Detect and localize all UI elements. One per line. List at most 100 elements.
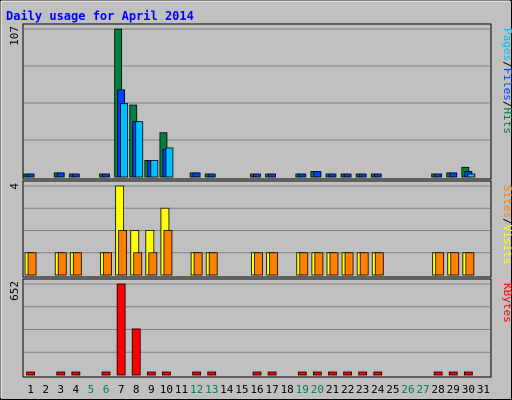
- x-tick-label: 24: [371, 383, 385, 396]
- bar-files-day-3: [56, 172, 65, 178]
- x-tick-label: 8: [133, 383, 140, 396]
- legend-entry: Sites: [501, 185, 512, 218]
- legend-entry: KBytes: [501, 283, 512, 323]
- x-tick-label: 7: [118, 383, 125, 396]
- bar-sites-day-19: [299, 252, 309, 276]
- x-tick-label: 2: [42, 383, 49, 396]
- x-tick-label: 16: [250, 383, 263, 396]
- bar-sites-day-16: [254, 252, 263, 276]
- bar-sites-day-6: [103, 252, 112, 276]
- legend-separator: /: [501, 101, 512, 108]
- bar-sites-day-28: [435, 252, 445, 276]
- bar-sites-day-30: [465, 252, 475, 276]
- bar-kbytes-day-28: [433, 371, 443, 376]
- bar-kbytes-day-22: [343, 371, 352, 376]
- bar-pages-day-7: [120, 103, 129, 178]
- bar-sites-day-21: [329, 252, 339, 276]
- panel-max-label: 652: [8, 281, 21, 301]
- bar-files-day-22: [343, 173, 352, 178]
- bar-sites-day-8: [133, 252, 143, 276]
- bar-sites-day-29: [450, 252, 460, 276]
- legend-separator: /: [501, 218, 512, 225]
- x-tick-label: 20: [311, 383, 324, 396]
- x-tick-label: 1: [27, 383, 34, 396]
- bar-kbytes-day-12: [192, 371, 202, 376]
- x-tick-label: 13: [205, 383, 218, 396]
- bar-sites-day-9: [148, 252, 158, 276]
- panel-border: [22, 278, 492, 378]
- legend-entry: Pages: [501, 28, 512, 61]
- x-tick-label: 10: [160, 383, 173, 396]
- legend-entry: Files: [501, 68, 512, 101]
- bar-files-day-13: [207, 173, 216, 178]
- panel-max-label: 107: [8, 26, 21, 46]
- x-tick-label: 23: [356, 383, 369, 396]
- x-axis-day-labels: 1 2 3 4 5 6 7 8 9 10 11 12 13 14 15 16 17 18 19 20 21 22 23 24 2…: [27, 383, 490, 396]
- bar-sites-day-22: [344, 252, 354, 276]
- bar-kbytes-day-21: [328, 371, 337, 376]
- bar-kbytes-day-20: [312, 371, 322, 376]
- legend-separator: /: [501, 61, 512, 68]
- bar-pages-day-9: [150, 160, 159, 178]
- x-tick-label: 5: [88, 383, 95, 396]
- bar-sites-day-3: [57, 252, 67, 276]
- bar-sites-day-12: [193, 252, 203, 276]
- bar-sites-day-23: [359, 252, 369, 276]
- bar-kbytes-day-19: [297, 371, 307, 376]
- panel-max-label: 4: [8, 183, 21, 190]
- bar-files-day-12: [192, 172, 201, 178]
- x-tick-label: 4: [73, 383, 80, 396]
- bar-kbytes-day-9: [146, 371, 156, 376]
- x-tick-label: 29: [447, 383, 460, 396]
- bar-sites-day-17: [269, 252, 278, 276]
- x-tick-label: 14: [220, 383, 234, 396]
- bar-files-day-28: [434, 173, 443, 178]
- bar-sites-day-4: [72, 252, 82, 276]
- bar-files-day-29: [449, 172, 458, 178]
- bar-pages-day-10: [165, 147, 174, 178]
- bar-kbytes-day-6: [101, 371, 111, 376]
- bar-files-day-1: [26, 173, 35, 178]
- panel-legend: KBytes: [501, 283, 512, 323]
- x-tick-label: 9: [148, 383, 155, 396]
- x-tick-label: 17: [265, 383, 278, 396]
- x-tick-label: 26: [401, 383, 414, 396]
- x-tick-label: 27: [416, 383, 429, 396]
- bar-kbytes-day-24: [373, 371, 383, 376]
- bar-sites-day-7: [118, 230, 128, 276]
- x-tick-label: 21: [326, 383, 339, 396]
- panel-kbytes: 652 KBytes: [8, 278, 512, 378]
- bar-sites-day-24: [374, 252, 384, 276]
- x-tick-label: 22: [341, 383, 354, 396]
- bar-kbytes-day-17: [267, 371, 277, 376]
- bar-files-day-19: [298, 173, 307, 178]
- x-tick-label: 25: [386, 383, 399, 396]
- bar-kbytes-day-7: [116, 283, 126, 376]
- bar-kbytes-day-29: [448, 371, 458, 376]
- bar-kbytes-day-10: [162, 371, 171, 376]
- bar-files-day-21: [328, 173, 337, 178]
- chart-title: Daily usage for April 2014: [6, 9, 194, 23]
- bar-files-day-16: [253, 173, 261, 178]
- panel-legend: Sites/Visits: [501, 185, 512, 265]
- legend-entry: Visits: [501, 225, 512, 265]
- x-tick-label: 19: [296, 383, 309, 396]
- bar-sites-day-13: [208, 252, 218, 276]
- x-tick-label: 12: [190, 383, 203, 396]
- bar-sites-day-20: [314, 252, 324, 276]
- x-tick-label: 18: [281, 383, 294, 396]
- panel-border: [22, 23, 492, 180]
- bar-kbytes-day-1: [26, 371, 35, 376]
- bar-files-day-23: [358, 173, 367, 178]
- legend-entry: Hits: [501, 108, 512, 135]
- bar-kbytes-day-4: [71, 371, 81, 376]
- x-tick-label: 31: [477, 383, 490, 396]
- bar-files-day-24: [373, 173, 382, 178]
- x-tick-label: 6: [103, 383, 110, 396]
- panel-legend: Pages/Files/Hits: [501, 28, 512, 134]
- x-tick-label: 11: [175, 383, 188, 396]
